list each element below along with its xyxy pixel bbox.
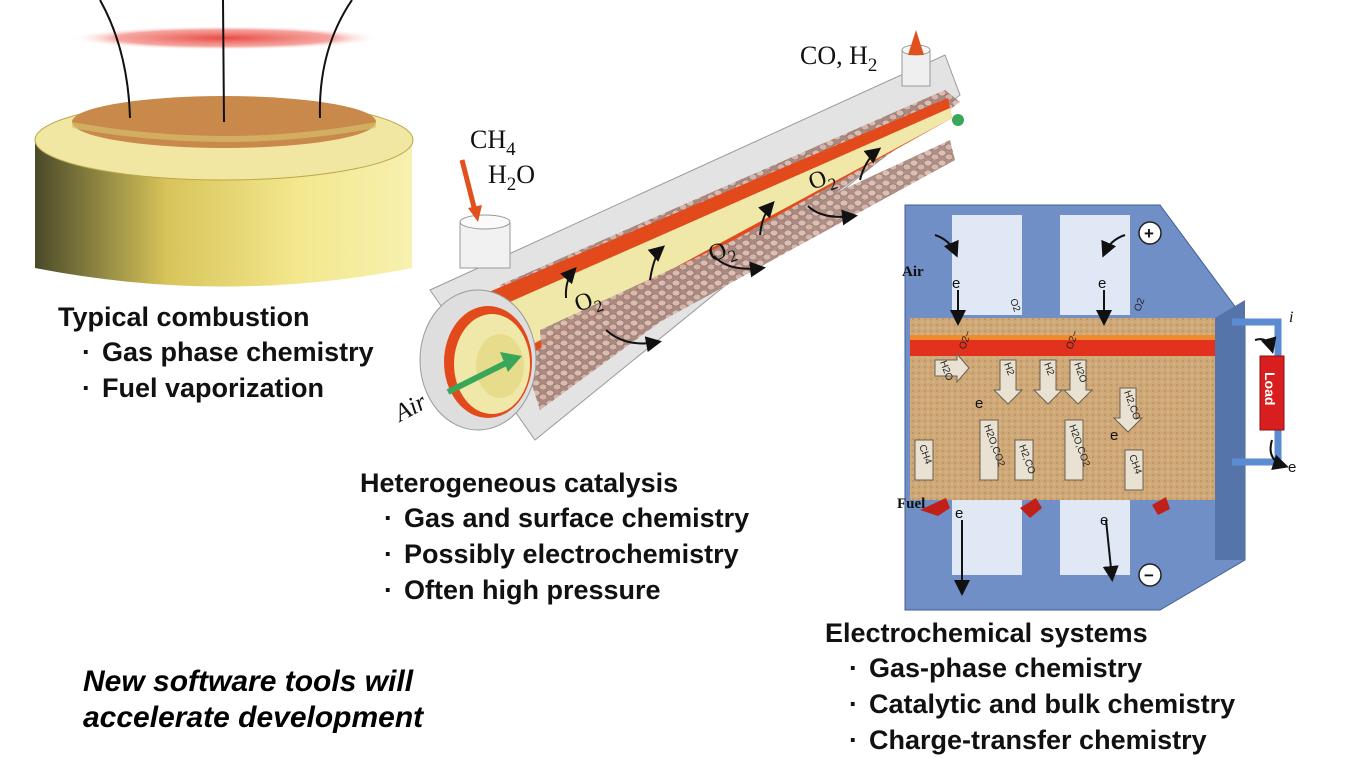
tagline-line: accelerate development xyxy=(83,701,424,734)
electron-label: e xyxy=(1100,512,1108,529)
fuel-cell-fuel-label: Fuel xyxy=(897,496,925,512)
electron-label: e xyxy=(955,505,963,522)
electrochemical-caption: Electrochemical systems Gas-phase chemis… xyxy=(825,616,1235,758)
load-label: Load xyxy=(1262,372,1278,405)
heterogeneous-bullet: Possibly electrochemistry xyxy=(384,536,749,572)
electron-label: e xyxy=(1288,459,1296,476)
heterogeneous-bullet: Often high pressure xyxy=(384,572,749,608)
electrochemical-bullet: Catalytic and bulk chemistry xyxy=(849,686,1235,722)
electron-arrows xyxy=(934,234,1289,596)
electrochemical-bullet: Gas-phase chemistry xyxy=(849,650,1235,686)
electron-label: e xyxy=(975,395,983,412)
heterogeneous-title: Heterogeneous catalysis xyxy=(360,468,679,498)
svg-text:O2: O2 xyxy=(1007,297,1022,314)
h2o-label: H2O xyxy=(488,160,535,195)
burner-body xyxy=(35,140,412,287)
fuel-cell-air-label: Air xyxy=(902,264,924,280)
tagline-line: New software tools will xyxy=(83,665,414,698)
flame xyxy=(70,26,380,50)
outlet-arrow xyxy=(908,30,924,55)
ch4-label: CH4 xyxy=(470,125,516,160)
heterogeneous-bullet: Gas and surface chemistry xyxy=(384,500,749,536)
fuel-wires xyxy=(99,0,353,123)
electrolyte xyxy=(910,340,1240,356)
electron-label: e xyxy=(1098,275,1106,292)
fuel-cell xyxy=(904,204,1289,611)
burner xyxy=(34,0,414,287)
combustion-caption: Typical combustion Gas phase chemistry F… xyxy=(58,300,374,406)
combustion-bullet: Fuel vaporization xyxy=(82,370,374,406)
tagline: New software tools will accelerate devel… xyxy=(83,664,423,736)
heterogeneous-caption: Heterogeneous catalysis Gas and surface … xyxy=(360,466,749,608)
reactor-air-label: Air xyxy=(388,388,431,428)
electron-label: e xyxy=(952,275,960,292)
combustion-bullets: Gas phase chemistry Fuel vaporization xyxy=(58,334,374,406)
svg-text:H2: H2 xyxy=(1041,361,1056,377)
species-arrows xyxy=(914,352,1144,491)
svg-text:H2: H2 xyxy=(1001,361,1016,377)
electron-label: e xyxy=(1110,427,1118,444)
minus-sign: − xyxy=(1144,566,1154,585)
tubular-reactor xyxy=(419,30,964,441)
plus-sign: + xyxy=(1144,224,1154,243)
minus-terminal-icon xyxy=(1138,563,1162,587)
combustion-title: Typical combustion xyxy=(58,302,310,332)
heterogeneous-bullets: Gas and surface chemistry Possibly elect… xyxy=(360,500,749,608)
electrochemical-bullet: Charge-transfer chemistry xyxy=(849,722,1235,758)
load xyxy=(1259,355,1285,431)
air-arrow xyxy=(446,359,510,395)
o2-flow-arrows xyxy=(560,147,882,353)
svg-text:O2: O2 xyxy=(1132,296,1147,313)
electrochemical-bullets: Gas-phase chemistry Catalytic and bulk c… xyxy=(825,650,1235,758)
outlet-label: CO, H2 xyxy=(800,41,877,76)
combustion-bullet: Gas phase chemistry xyxy=(82,334,374,370)
current-label: i xyxy=(1289,309,1293,326)
inlet-arrow xyxy=(468,205,482,222)
plus-terminal-icon xyxy=(1138,221,1162,245)
fuel-arrows xyxy=(920,497,1170,518)
electrochemical-title: Electrochemical systems xyxy=(825,618,1148,648)
